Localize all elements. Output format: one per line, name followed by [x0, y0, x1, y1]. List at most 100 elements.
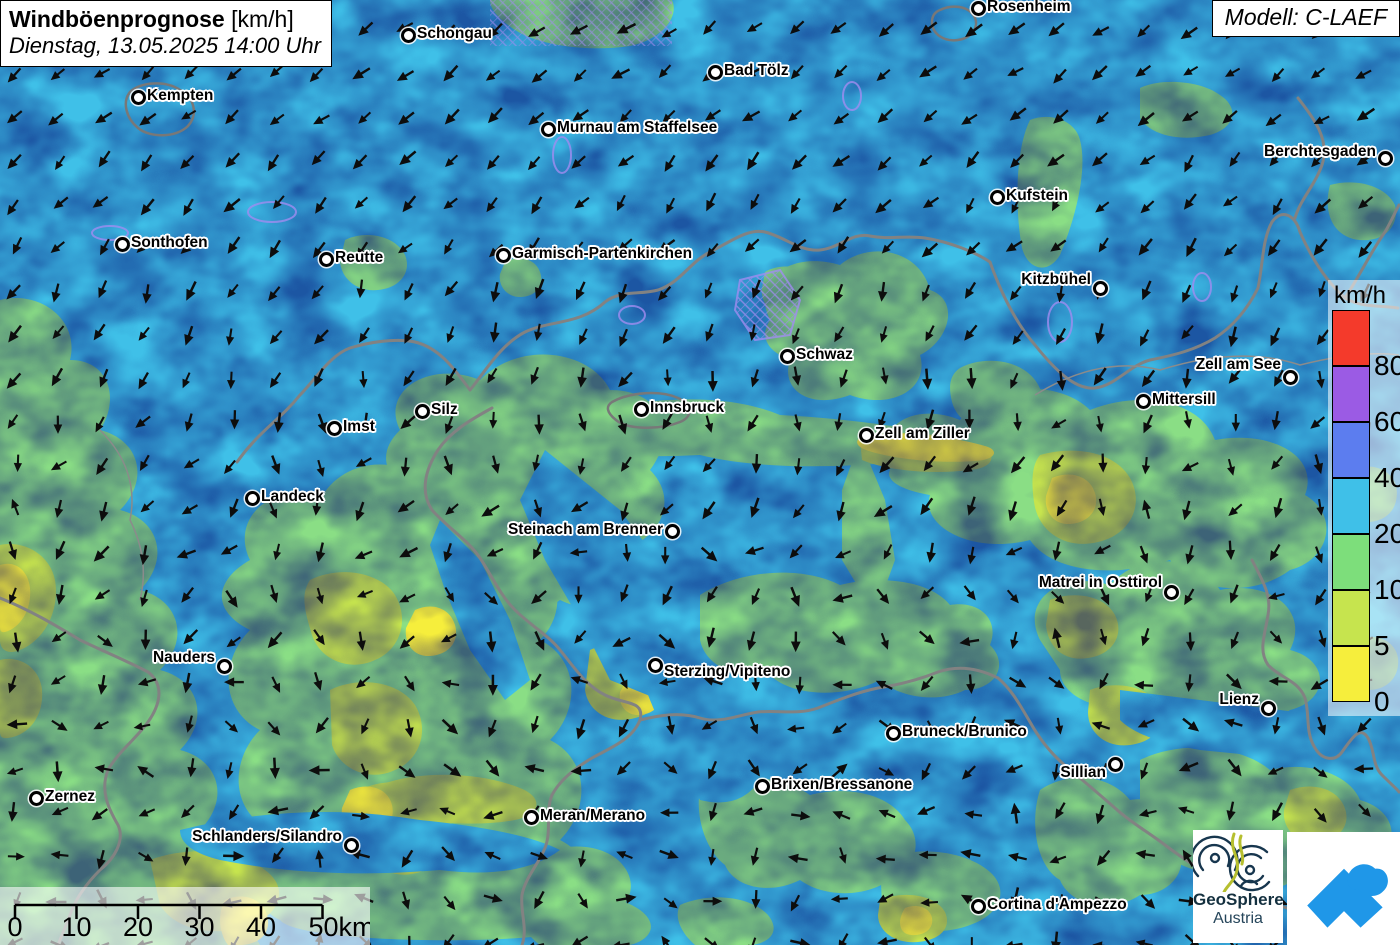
city-dot-icon [707, 64, 723, 80]
legend-unit-label: km/h [1334, 282, 1387, 309]
city-label: Murnau am Staffelsee [557, 119, 718, 136]
city-dot-icon [1092, 280, 1108, 296]
city-dot-icon [216, 658, 232, 674]
geosphere-logo-subtext: Austria [1213, 910, 1263, 927]
city-label: Sillian [1060, 764, 1106, 781]
scale-label: 50km [309, 912, 371, 942]
city-label: Schlanders/Silandro [192, 828, 342, 845]
legend-color-box [1332, 310, 1370, 366]
map-title-unit: [km/h] [224, 6, 294, 32]
city-dot-icon [414, 403, 430, 419]
city-label: Bruneck/Brunico [902, 723, 1027, 740]
legend-tick-label: 80 [1374, 350, 1400, 381]
city-label: Reutte [335, 249, 384, 266]
city-label: Cortina d'Ampezzo [987, 896, 1127, 913]
legend-tick-label: 60 [1374, 406, 1400, 437]
model-box: Modell: C-LAEF [1211, 0, 1400, 37]
city-label: Innsbruck [650, 399, 725, 416]
city-label: Mittersill [1152, 391, 1216, 408]
geosphere-contours-icon [1193, 832, 1271, 892]
city-label: Imst [343, 418, 375, 435]
scale-label: 0 [7, 912, 22, 942]
city-dot-icon [540, 121, 556, 137]
city-label: Kufstein [1006, 187, 1068, 204]
city-label: Kitzbühel [1021, 271, 1091, 288]
city-dot-icon [664, 523, 680, 539]
map-title: Windböenprognose [km/h] [9, 5, 321, 33]
city-label: Lienz [1219, 691, 1259, 708]
city-label: Zernez [45, 788, 95, 805]
city-dot-icon [1377, 150, 1393, 166]
city-dot-icon [858, 427, 874, 443]
legend-color-box [1332, 646, 1370, 702]
city-dot-icon [523, 809, 539, 825]
city-label: Nauders [152, 649, 215, 666]
legend-color-box [1332, 534, 1370, 590]
tirol-logo-box [1287, 832, 1400, 945]
city-label: Zell am See [1195, 356, 1281, 373]
city-label: Matrei in Osttirol [1038, 574, 1162, 591]
city-dot-icon [114, 236, 130, 252]
title-box: Windböenprognose [km/h] Dienstag, 13.05.… [0, 0, 332, 67]
city-dot-icon [1163, 584, 1179, 600]
scale-label: 10 [61, 912, 91, 942]
city-dot-icon [343, 837, 359, 853]
city-label: Schongau [417, 25, 492, 42]
color-legend: km/h 80 60 40 20 10 5 0 [1328, 280, 1400, 717]
city-dot-icon [885, 725, 901, 741]
legend-color-box [1332, 590, 1370, 646]
city-dot-icon [779, 348, 795, 364]
city-dot-icon [754, 778, 770, 794]
city-dot-icon [1282, 369, 1298, 385]
city-label: Rosenheim [987, 0, 1071, 15]
map-datetime: Dienstag, 13.05.2025 14:00 Uhr [9, 33, 321, 59]
city-label: Berchtesgaden [1264, 143, 1376, 160]
city-dot-icon [647, 657, 663, 673]
geosphere-logo-text: GeoSphere [1193, 890, 1284, 909]
city-dot-icon [1107, 756, 1123, 772]
model-label: Modell: C-LAEF [1224, 4, 1387, 30]
city-label: Steinach am Brenner [507, 521, 663, 538]
city-dot-icon [244, 490, 260, 506]
legend-tick-label: 0 [1374, 686, 1390, 717]
scale-bar: 0 10 20 30 40 50km [0, 887, 370, 945]
city-dot-icon [970, 898, 986, 914]
legend-tick-label: 40 [1374, 462, 1400, 493]
city-label: Brixen/Bressanone [771, 776, 913, 793]
city-label: Sterzing/Vipiteno [664, 663, 791, 680]
legend-color-box [1332, 422, 1370, 478]
city-dot-icon [400, 27, 416, 43]
scale-label: 20 [123, 912, 153, 942]
city-dot-icon [970, 0, 986, 16]
blue-mountain-icon [1306, 863, 1388, 928]
city-label: Garmisch-Partenkirchen [512, 245, 693, 262]
map-title-text: Windböenprognose [9, 6, 225, 32]
city-dot-icon [495, 247, 511, 263]
city-dot-icon [326, 420, 342, 436]
glacier-lake-features [91, 0, 1212, 343]
legend-tick-label: 20 [1374, 518, 1400, 549]
geosphere-logo-box: GeoSphere Austria [1193, 830, 1284, 943]
city-label: Sonthofen [131, 234, 208, 251]
legend-color-box [1332, 366, 1370, 422]
city-label: Bad Tölz [724, 62, 789, 79]
scale-label: 40 [246, 912, 276, 942]
city-dot-icon [1135, 393, 1151, 409]
city-dot-icon [28, 790, 44, 806]
city-dot-icon [318, 251, 334, 267]
legend-color-box [1332, 478, 1370, 534]
city-label: Schwaz [796, 346, 853, 363]
city-dot-icon [989, 189, 1005, 205]
city-label: Kempten [147, 87, 214, 104]
legend-tick-label: 10 [1374, 574, 1400, 605]
city-label: Zell am Ziller [875, 425, 970, 442]
city-dot-icon [130, 89, 146, 105]
city-label: Silz [431, 401, 458, 418]
city-dot-icon [633, 401, 649, 417]
city-label: Landeck [261, 488, 324, 505]
city-boundary-rings [124, 5, 978, 430]
